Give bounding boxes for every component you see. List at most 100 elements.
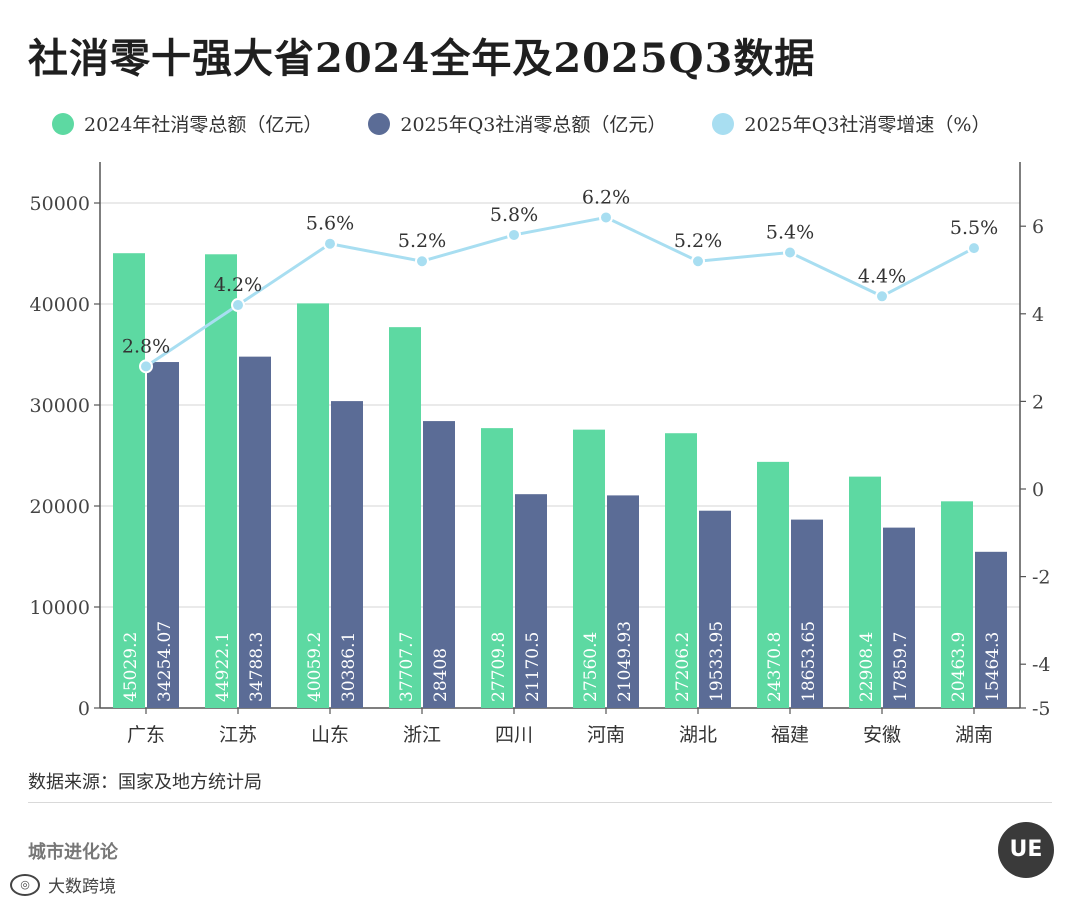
bar-value-label-2024: 44922.1 (213, 632, 233, 702)
bar-value-label-2025q3: 21170.5 (523, 632, 543, 702)
growth-point (139, 359, 153, 374)
legend-swatch-2025q3-total (368, 112, 391, 135)
bar-2025q3-total (515, 494, 547, 708)
bar-2024-total (573, 429, 605, 708)
bar-2024-total (849, 476, 881, 708)
bar-2024-total (481, 428, 513, 708)
bar-value-label-2024: 27560.4 (581, 632, 601, 702)
bar-value-label-2024: 22908.4 (857, 632, 877, 702)
bar-value-label-2025q3: 28408 (431, 648, 451, 702)
y-left-tick-label: 20000 (30, 496, 90, 518)
brand-name: 城市进化论 (28, 842, 118, 863)
y-left-tick-label: 10000 (30, 597, 90, 619)
bar-2024-total (205, 254, 237, 708)
x-tick-label: 四川 (495, 724, 533, 746)
legend-label-2025q3-growth: 2025年Q3社消零增速（%） (744, 114, 991, 136)
x-tick-label: 广东 (127, 724, 165, 746)
bar-value-label-2025q3: 17859.7 (891, 632, 911, 702)
growth-point (415, 254, 429, 269)
bar-2024-total (113, 253, 145, 708)
bar-2025q3-total (423, 421, 455, 708)
growth-point (507, 227, 521, 242)
y-right-tick-label: 2 (1032, 391, 1044, 413)
bar-value-label-2025q3: 19533.95 (707, 621, 727, 702)
x-tick-label: 湖北 (679, 724, 717, 746)
legend-label-2025q3-total: 2025年Q3社消零总额（亿元） (400, 114, 667, 136)
weibo-icon: ◎ (10, 873, 40, 896)
x-tick-label: 河南 (587, 724, 625, 746)
y-left-tick-label: 50000 (30, 193, 90, 215)
bar-2025q3-total (239, 356, 271, 708)
bar-2024-total (297, 303, 329, 708)
growth-value-label: 5.4% (766, 221, 814, 243)
legend-swatch-2024-total (52, 112, 74, 135)
growth-point (599, 210, 613, 225)
bar-value-label-2025q3: 18653.65 (799, 621, 819, 702)
bar-2025q3-total (699, 510, 731, 708)
y-right-tick-label: -5 (1032, 698, 1051, 720)
bar-2025q3-total (331, 401, 363, 708)
weibo-credit: ◎ 大数跨境 (10, 872, 116, 897)
y-right-tick-label: -4 (1032, 654, 1051, 676)
bar-2025q3-total (147, 362, 179, 708)
y-left-tick-label: 0 (78, 698, 90, 720)
legend-item-2025q3-total[interactable]: 2025年Q3社消零总额（亿元） (368, 110, 666, 137)
growth-point (967, 241, 981, 256)
bar-value-label-2024: 40059.2 (305, 632, 325, 702)
growth-point (875, 289, 889, 304)
chart-canvas: 0 10000 20000 30000 40000 50000 -5 -4 -2 0 2 4 6 4502… (30, 162, 1051, 746)
growth-value-label: 2.8% (122, 335, 170, 357)
bar-2025q3-total (791, 519, 823, 708)
bar-value-label-2025q3: 34254.07 (155, 621, 175, 702)
growth-value-label: 6.2% (582, 186, 630, 208)
x-tick-label: 浙江 (403, 724, 441, 746)
bar-2025q3-total (883, 527, 915, 708)
growth-line (145, 215, 975, 368)
y-right-tick-label: 0 (1032, 479, 1044, 501)
legend-label-2024-total: 2024年社消零总额（亿元） (84, 114, 323, 136)
growth-point (691, 254, 705, 269)
y-right-tick-label: -2 (1032, 567, 1051, 589)
bar-2024-total (665, 433, 697, 708)
bar-value-label-2024: 37707.7 (397, 632, 417, 702)
growth-value-label: 5.2% (674, 230, 722, 252)
bar-value-label-2024: 27709.8 (489, 632, 509, 702)
x-tick-label: 江苏 (219, 724, 257, 746)
bar-2024-total (757, 461, 789, 708)
x-tick-label: 福建 (771, 724, 809, 746)
weibo-account: 大数跨境 (48, 877, 116, 897)
growth-value-label: 4.4% (858, 265, 906, 287)
y-right-tick-label: 4 (1032, 304, 1044, 326)
growth-value-label: 5.2% (398, 230, 446, 252)
data-source: 数据来源：国家及地方统计局 (28, 772, 262, 793)
x-tick-label: 安徽 (863, 724, 901, 746)
bar-2024-total (389, 327, 421, 708)
bar-value-label-2024: 24370.8 (765, 632, 785, 702)
chart-title: 社消零十强大省2024全年及2025Q3数据 (28, 35, 816, 82)
footer-divider (28, 802, 1052, 803)
growth-value-label: 4.2% (214, 274, 262, 296)
bar-value-label-2025q3: 30386.1 (339, 632, 359, 702)
bar-value-label-2024: 20463.9 (949, 632, 969, 702)
bar-2025q3-total (975, 551, 1007, 708)
bar-2024-total (941, 501, 973, 708)
bar-value-label-2025q3: 21049.93 (615, 621, 635, 702)
growth-value-label: 5.8% (490, 204, 538, 226)
brand-logo: UE (998, 822, 1054, 878)
growth-value-label: 5.6% (306, 213, 354, 235)
bar-value-label-2024: 27206.2 (673, 632, 693, 702)
legend-item-2024-total[interactable]: 2024年社消零总额（亿元） (52, 110, 322, 137)
x-tick-label: 山东 (311, 724, 349, 746)
y-left-tick-label: 30000 (30, 395, 90, 417)
bar-value-label-2025q3: 34788.3 (247, 632, 267, 702)
legend: 2024年社消零总额（亿元） 2025年Q3社消零总额（亿元） 2025年Q3社… (52, 110, 1036, 137)
bar-value-label-2024: 45029.2 (121, 632, 141, 702)
bar-value-label-2025q3: 15464.3 (983, 632, 1003, 702)
legend-item-2025q3-growth[interactable]: 2025年Q3社消零增速（%） (712, 110, 990, 137)
legend-swatch-2025q3-growth (712, 112, 735, 135)
growth-value-label: 5.5% (950, 217, 998, 239)
y-left-tick-label: 40000 (30, 294, 90, 316)
growth-point (783, 245, 797, 260)
growth-point (231, 298, 245, 313)
x-tick-label: 湖南 (955, 724, 993, 746)
